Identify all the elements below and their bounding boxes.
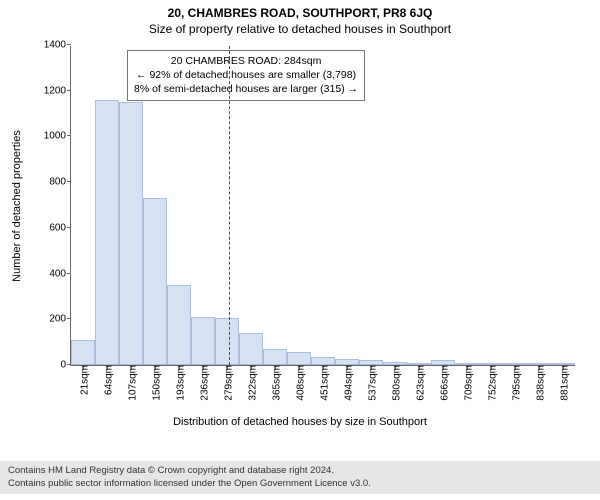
x-tick-label: 21sqm [75,365,90,395]
histogram-bar [215,318,239,365]
annotation-line1: 20 CHAMBRES ROAD: 284sqm [134,54,358,68]
x-tick-label: 666sqm [435,365,450,401]
footer-line2: Contains public sector information licen… [8,478,592,490]
x-tick-label: 881sqm [555,365,570,401]
chart-header: 20, CHAMBRES ROAD, SOUTHPORT, PR8 6JQ Si… [0,0,600,36]
x-tick-label: 709sqm [459,365,474,401]
histogram-bar [191,317,215,365]
x-tick-label: 838sqm [531,365,546,401]
reference-annotation: 20 CHAMBRES ROAD: 284sqm ← 92% of detach… [127,50,365,101]
chart-subtitle: Size of property relative to detached ho… [0,22,600,36]
histogram-bar [287,352,311,365]
y-axis-label-wrap: Number of detached properties [8,46,26,366]
x-tick-label: 408sqm [291,365,306,401]
address-title: 20, CHAMBRES ROAD, SOUTHPORT, PR8 6JQ [0,6,600,20]
annotation-line2: ← 92% of detached houses are smaller (3,… [134,68,358,82]
x-tick-label: 752sqm [483,365,498,401]
histogram-bar [119,102,143,365]
plot-area: 20 CHAMBRES ROAD: 284sqm ← 92% of detach… [70,46,575,366]
x-tick-label: 494sqm [339,365,354,401]
x-tick-label: 322sqm [243,365,258,401]
x-axis-label: Distribution of detached houses by size … [0,416,600,428]
histogram-bar [311,357,335,365]
annotation-line3: 8% of semi-detached houses are larger (3… [134,82,358,96]
x-tick-label: 107sqm [123,365,138,401]
histogram-bar [239,333,263,365]
histogram-bar [263,349,287,365]
footer-line1: Contains HM Land Registry data © Crown c… [8,465,592,477]
x-tick-label: 537sqm [363,365,378,401]
x-tick-label: 64sqm [99,365,114,395]
reference-line [229,46,230,365]
x-tick-label: 795sqm [507,365,522,401]
y-axis-label: Number of detached properties [11,130,23,282]
x-tick-label: 365sqm [267,365,282,401]
x-tick-label: 236sqm [195,365,210,401]
chart-container: Number of detached properties 20 CHAMBRE… [0,36,600,436]
attribution-footer: Contains HM Land Registry data © Crown c… [0,461,600,494]
histogram-bar [95,100,119,365]
x-tick-label: 193sqm [171,365,186,401]
histogram-bar [143,198,167,365]
x-tick-label: 150sqm [147,365,162,401]
x-tick-label: 451sqm [315,365,330,401]
x-tick-label: 279sqm [219,365,234,401]
histogram-bar [71,340,95,365]
x-tick-label: 623sqm [411,365,426,401]
histogram-bar [167,285,191,365]
x-tick-label: 580sqm [387,365,402,401]
